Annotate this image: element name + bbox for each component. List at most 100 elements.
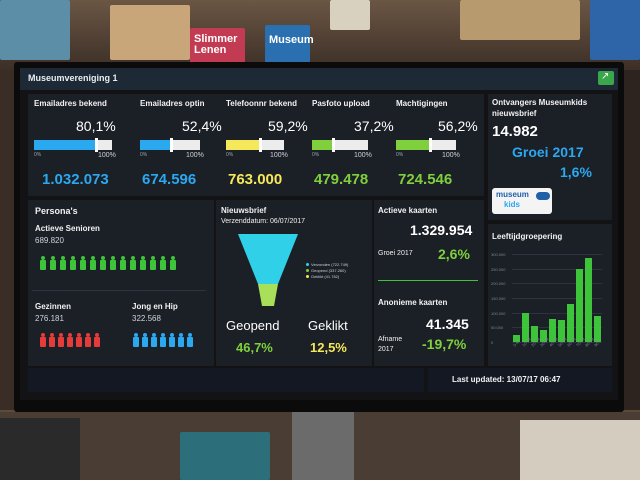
museumkids-title: Ontvangers Museumkids — [492, 98, 588, 107]
chart-gridline — [512, 342, 602, 343]
person-icon — [150, 256, 156, 270]
cards-panel: Actieve kaarten 1.329.954 Groei 2017 2,6… — [374, 200, 484, 366]
person-icon — [67, 333, 73, 347]
kpi-label: Telefoonnr bekend — [226, 99, 297, 108]
anonymous-decline-year: 2017 — [378, 346, 394, 353]
museumkids-title-2: nieuwsbrief — [492, 109, 537, 118]
age-bar — [567, 303, 574, 342]
newsletter-opened-label: Geopend — [226, 318, 280, 333]
kpi-percent: 59,2% — [268, 118, 308, 134]
person-icon — [58, 333, 64, 347]
kpi-progress-fill — [34, 140, 97, 150]
funnel-opened — [258, 284, 278, 306]
person-icon — [40, 333, 46, 347]
chart-y-tick: 300.000 — [491, 252, 506, 257]
persona-label-jong: Jong en Hip — [132, 302, 178, 311]
bottom-empty-panel — [28, 368, 424, 392]
legend-label: Verzonden (722.749) — [311, 262, 349, 267]
kpi-progress-track — [96, 140, 112, 150]
legend-dot — [306, 263, 309, 266]
person-icon — [94, 333, 100, 347]
chart-gridline — [512, 283, 602, 285]
chart-gridline — [512, 298, 602, 299]
age-bar — [585, 258, 592, 342]
last-updated: Last updated: 13/07/17 06:47 — [452, 375, 561, 384]
wall-poster — [330, 0, 370, 30]
newsletter-funnel — [238, 234, 298, 306]
monitor-stand — [292, 412, 354, 480]
age-bar — [531, 325, 538, 342]
funnel-sent — [238, 234, 298, 284]
kpi-percent: 52,4% — [182, 118, 222, 134]
person-icon — [160, 256, 166, 270]
kpi-progress-fill — [226, 140, 261, 150]
museumkids-value: 14.982 — [492, 123, 538, 140]
poster-text: Slimmer Lenen — [194, 33, 238, 56]
kpi-progress-marker — [331, 138, 335, 152]
wall-poster-slimmer: Slimmer Lenen — [190, 28, 245, 64]
persona-value-jong: 322.568 — [132, 314, 161, 323]
newsletter-clicked-value: 12,5% — [310, 340, 347, 355]
person-icon — [133, 333, 139, 347]
room-wall — [0, 70, 14, 410]
person-icon — [160, 333, 166, 347]
chart-gridline — [512, 268, 602, 270]
person-icon — [76, 333, 82, 347]
person-icon — [142, 333, 148, 347]
kpi-value: 479.478 — [314, 171, 369, 188]
age-bar — [594, 315, 601, 342]
kpi-progress-track — [260, 140, 284, 150]
legend-label: Geopend (337.260) — [311, 268, 346, 273]
chart-gridline — [512, 327, 602, 329]
chart-y-tick: 50.000 — [491, 325, 504, 331]
museumkids-growth-value: 1,6% — [560, 164, 592, 180]
person-icon — [80, 256, 86, 270]
anonymous-cards-value: 41.345 — [426, 316, 469, 332]
newsletter-title: Nieuwsbrief — [221, 206, 267, 215]
kpi-tick-100: 100% — [270, 152, 288, 159]
person-icon — [110, 256, 116, 270]
age-chart-title: Leeftijdgroepering — [492, 232, 563, 241]
poster-text: Museum — [269, 34, 314, 46]
floor-object — [180, 432, 270, 480]
kpi-tick-0: 0% — [34, 152, 42, 158]
chart-y-tick: 0 — [491, 340, 494, 345]
person-icon — [40, 256, 46, 270]
kpi-value: 724.546 — [398, 171, 453, 188]
kpi-tick-0: 0% — [312, 152, 320, 158]
kpi-value: 674.596 — [142, 171, 197, 188]
kpi-progress-fill — [140, 140, 172, 150]
wall-poster — [460, 0, 580, 40]
personas-title: Persona's — [35, 206, 78, 216]
kpi-tick-100: 100% — [186, 152, 204, 159]
kpi-tick-100: 100% — [442, 152, 460, 159]
persona-label-senioren: Actieve Senioren — [35, 224, 100, 233]
divider — [378, 280, 478, 281]
age-bar — [522, 312, 529, 342]
age-bar — [558, 320, 565, 342]
active-cards-value: 1.329.954 — [410, 222, 473, 238]
expand-icon[interactable] — [598, 71, 614, 85]
newsletter-clicked-label: Geklikt — [308, 318, 348, 333]
active-cards-title: Actieve kaarten — [378, 206, 438, 215]
person-icon — [49, 333, 55, 347]
dashboard-title: Museumvereniging 1 — [28, 73, 118, 83]
person-icon — [70, 256, 76, 270]
kpi-progress-bar — [140, 138, 200, 152]
kpi-tick-0: 0% — [140, 152, 148, 158]
floor-object — [0, 418, 80, 480]
anonymous-decline-value: -19,7% — [422, 336, 467, 352]
age-bar — [513, 334, 520, 342]
kpi-progress-track — [429, 140, 456, 150]
kpi-label: Pasfoto upload — [312, 99, 370, 108]
person-icon — [50, 256, 56, 270]
kpi-tick-100: 100% — [98, 152, 116, 159]
age-bar — [549, 318, 556, 342]
persona-label-gezinnen: Gezinnen — [35, 302, 72, 311]
chart-gridline — [512, 254, 602, 255]
newsletter-panel: Nieuwsbrief Verzenddatum: 06/07/2017 Ver… — [216, 200, 372, 366]
wall-poster — [590, 0, 640, 60]
anonymous-decline-label: Afname — [378, 336, 403, 343]
kpi-progress-bar — [312, 138, 368, 152]
persona-value-gezinnen: 276.181 — [35, 314, 64, 323]
